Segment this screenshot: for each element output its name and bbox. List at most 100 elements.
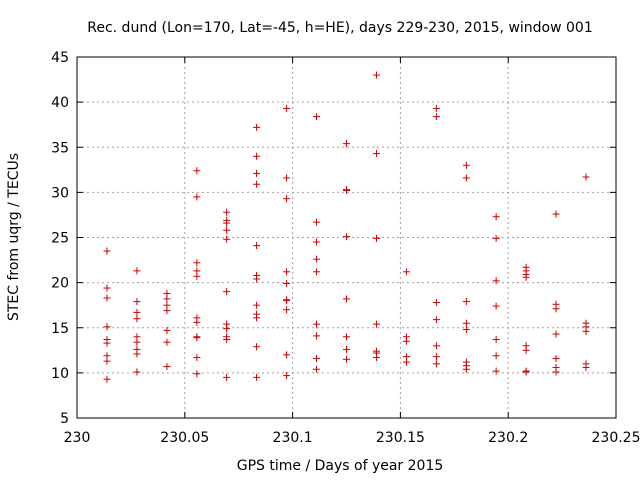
data-point bbox=[193, 334, 201, 342]
x-tick-label: 230.25 bbox=[592, 430, 640, 446]
data-point bbox=[313, 354, 321, 362]
data-point bbox=[283, 268, 291, 276]
plot-frame bbox=[76, 56, 617, 419]
data-point bbox=[372, 71, 380, 79]
data-point bbox=[253, 169, 261, 177]
data-point bbox=[223, 219, 231, 227]
data-point bbox=[133, 308, 141, 316]
data-point bbox=[163, 363, 171, 371]
data-point bbox=[582, 327, 590, 335]
data-point bbox=[103, 357, 111, 365]
data-point bbox=[223, 208, 231, 216]
data-point bbox=[253, 123, 261, 131]
data-point bbox=[582, 363, 590, 371]
data-point bbox=[492, 213, 500, 221]
data-point bbox=[223, 325, 231, 333]
data-point bbox=[103, 284, 111, 292]
data-point bbox=[223, 335, 231, 343]
x-axis-label: GPS time / Days of year 2015 bbox=[237, 458, 444, 474]
data-point bbox=[552, 330, 560, 338]
data-point bbox=[372, 234, 380, 242]
x-tick-label: 230.05 bbox=[160, 430, 209, 446]
data-point bbox=[492, 302, 500, 310]
data-point bbox=[402, 337, 410, 345]
x-tick-label: 230.15 bbox=[376, 430, 425, 446]
data-point bbox=[343, 295, 350, 303]
x-tick-label: 230.1 bbox=[273, 430, 313, 446]
data-point bbox=[462, 319, 470, 327]
data-point bbox=[253, 152, 261, 160]
data-point bbox=[283, 372, 291, 380]
data-point bbox=[313, 255, 321, 263]
data-point bbox=[253, 242, 261, 250]
data-point bbox=[313, 218, 321, 226]
data-point bbox=[492, 335, 500, 343]
y-axis-label: STEC from uqrg / TECUs bbox=[6, 153, 22, 321]
data-point bbox=[522, 273, 530, 281]
y-tick-label: 40 bbox=[51, 95, 69, 111]
data-point bbox=[223, 373, 231, 381]
data-point bbox=[402, 358, 410, 366]
data-point bbox=[193, 167, 201, 175]
data-point bbox=[492, 234, 500, 242]
data-point bbox=[372, 354, 380, 362]
data-point bbox=[283, 306, 291, 314]
x-tick-label: 230.2 bbox=[488, 430, 528, 446]
data-point bbox=[552, 210, 560, 218]
y-tick-label: 20 bbox=[51, 276, 69, 292]
data-point bbox=[133, 350, 141, 358]
data-point bbox=[343, 355, 350, 363]
data-point bbox=[552, 368, 560, 376]
data-point bbox=[103, 375, 111, 383]
data-point bbox=[432, 298, 440, 306]
data-point bbox=[133, 298, 141, 306]
data-point bbox=[103, 339, 111, 347]
data-point bbox=[163, 338, 171, 346]
grid-lines bbox=[77, 57, 616, 418]
data-point bbox=[283, 104, 291, 112]
data-point bbox=[193, 193, 201, 201]
data-point bbox=[552, 354, 560, 362]
data-point bbox=[283, 174, 291, 182]
y-tick-labels: 5 10 15 20 25 30 35 40 45 bbox=[51, 50, 69, 427]
data-point bbox=[343, 233, 350, 241]
data-point bbox=[103, 323, 111, 331]
data-point bbox=[193, 272, 201, 280]
data-point bbox=[283, 280, 291, 288]
data-point bbox=[462, 326, 470, 334]
data-point bbox=[462, 174, 470, 182]
data-point bbox=[313, 365, 321, 373]
x-tick-label: 230 bbox=[64, 430, 91, 446]
data-point bbox=[343, 333, 350, 341]
data-point bbox=[133, 267, 141, 275]
y-tick-label: 45 bbox=[51, 50, 69, 66]
data-point bbox=[492, 367, 500, 375]
data-point bbox=[492, 277, 500, 285]
y-tick-label: 15 bbox=[51, 321, 69, 337]
data-point bbox=[193, 318, 201, 326]
data-point bbox=[133, 315, 141, 323]
y-tick-label: 35 bbox=[51, 140, 69, 156]
data-point bbox=[133, 368, 141, 376]
data-point bbox=[432, 353, 440, 361]
chart-title: Rec. dund (Lon=170, Lat=-45, h=HE), days… bbox=[87, 20, 593, 36]
data-point bbox=[283, 351, 291, 359]
data-point bbox=[163, 307, 171, 315]
data-point bbox=[223, 226, 231, 234]
data-point bbox=[283, 195, 291, 203]
data-point bbox=[253, 343, 261, 351]
data-point bbox=[313, 113, 321, 121]
data-point bbox=[432, 113, 440, 121]
data-point bbox=[313, 320, 321, 328]
data-point bbox=[163, 326, 171, 334]
data-point bbox=[313, 332, 321, 340]
data-point bbox=[313, 238, 321, 246]
data-point bbox=[283, 297, 291, 305]
data-point bbox=[343, 187, 350, 195]
data-point bbox=[432, 342, 440, 350]
data-point bbox=[432, 360, 440, 368]
data-point bbox=[103, 247, 111, 255]
data-point bbox=[552, 305, 560, 313]
data-point bbox=[253, 373, 261, 381]
